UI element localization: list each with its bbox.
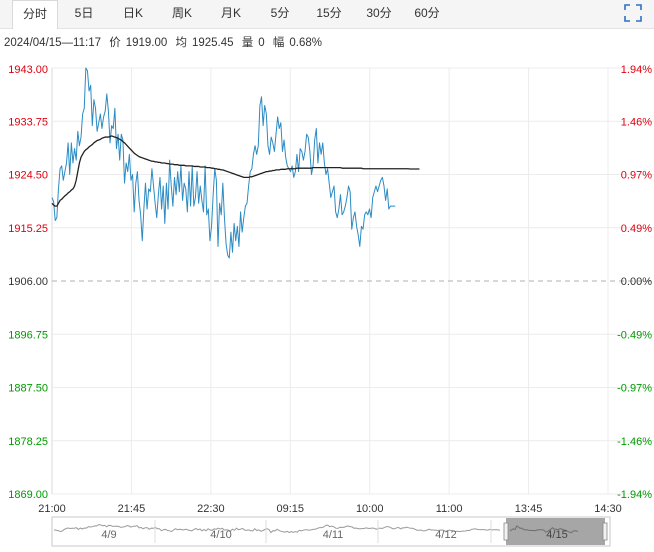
navigator-history-line [53,524,501,534]
tab-daily-k[interactable]: 日K [122,6,143,20]
price-value: 1919.00 [125,37,168,49]
left-price-axis: 1943.00 1933.75 1924.50 1915.25 1906.00 1896.… [8,64,48,501]
x-tick-label: 11:00 [436,503,463,515]
y-percent-label: 0.49% [621,223,652,235]
change-value: 0.68% [289,37,322,49]
fullscreen-icon[interactable] [624,4,642,22]
y-tick-label: 1869.00 [8,489,48,501]
navigator-day-label: 4/10 [210,529,231,541]
y-tick-label: 1878.25 [8,436,48,448]
time-axis: 21:00 21:45 22:30 09:15 10:00 11:00 13:45 14:30 [38,503,622,515]
average-price-line [51,135,420,207]
y-tick-label: 1943.00 [8,64,48,76]
y-tick-label: 1887.50 [8,383,48,395]
tab-monthly-k[interactable]: 月K [220,6,241,20]
tab-weekly-k[interactable]: 周K [171,6,192,20]
volume-label: 量 [241,37,254,49]
tab-5-min[interactable]: 5分 [270,6,290,20]
x-tick-label: 22:30 [197,503,225,515]
x-tick-label: 09:15 [277,503,305,515]
period-tab-bar: 分时 5日 日K 周K 月K 5分 15分 30分 60分 [0,0,654,29]
right-percent-axis: 1.94% 1.46% 0.97% 0.49% 0.00% -0.49% -0.97% -1.… [617,64,652,501]
volume-value: 0 [258,37,265,49]
x-tick-label: 14:30 [594,503,622,515]
y-tick-label: 1906.00 [8,276,48,288]
price-label: 价 [109,37,121,49]
navigator-handle [602,522,608,541]
y-tick-label: 1915.25 [8,223,48,235]
change-label: 幅 [272,37,285,49]
y-percent-label: -0.97% [617,383,652,395]
navigator-day-label: 4/11 [323,529,344,541]
y-percent-label: -0.49% [617,329,652,341]
navigator-selection [506,518,605,545]
avg-value: 1925.45 [191,37,234,49]
y-percent-label: 1.46% [621,116,652,128]
tab-30-min[interactable]: 30分 [366,6,392,20]
chart-grid [51,67,654,495]
y-percent-label: 0.97% [621,170,652,182]
navigator-day-label: 4/15 [546,529,567,541]
tab-5-day[interactable]: 5日 [74,6,94,20]
avg-label: 均 [175,37,187,49]
y-tick-label: 1933.75 [8,116,48,128]
y-percent-label: 0.00% [621,276,652,288]
quote-datetime: 2024/04/15—11:17 [4,37,101,49]
x-tick-label: 13:45 [515,503,543,515]
price-lines [51,67,420,259]
tab-intraday[interactable]: 分时 [12,0,58,29]
navigator-selected-line [509,525,579,534]
navigator-day-label: 4/9 [101,529,116,541]
y-tick-label: 1896.75 [8,329,48,341]
y-percent-label: -1.94% [617,489,652,501]
y-tick-label: 1924.50 [8,170,48,182]
range-navigator: 4/9 4/10 4/11 4/12 4/15 [51,516,611,547]
y-percent-label: -1.46% [617,436,652,448]
navigator-handle [503,522,509,541]
x-tick-label: 21:00 [38,503,66,515]
price-line [51,67,396,259]
navigator-day-label: 4/12 [435,529,456,541]
tab-60-min[interactable]: 60分 [414,6,440,20]
x-tick-label: 21:45 [118,503,146,515]
tab-15-min[interactable]: 15分 [316,6,342,20]
x-tick-label: 10:00 [356,503,384,515]
y-percent-label: 1.94% [621,64,652,76]
